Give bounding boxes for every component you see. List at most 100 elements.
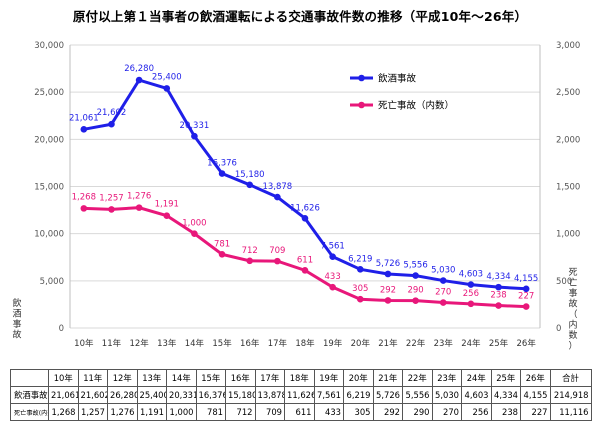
data-point — [191, 230, 198, 237]
x-tick-label: 26年 — [517, 338, 537, 349]
data-label: 227 — [518, 292, 534, 302]
table-header-cell: 15年 — [195, 369, 226, 387]
y-tick-label-right: 1,000 — [556, 230, 580, 240]
x-tick-label: 22年 — [406, 338, 426, 349]
x-tick-label: 14年 — [185, 338, 205, 349]
table-header-cell: 26年 — [520, 369, 551, 387]
table-cell: 256 — [461, 403, 492, 421]
table-cell: 5,030 — [431, 386, 462, 404]
y-tick-label-right: 3,000 — [556, 41, 580, 51]
data-point — [246, 181, 254, 189]
x-tick-label: 12年 — [129, 338, 149, 349]
y-tick-label-left: 10,000 — [34, 230, 64, 240]
data-point — [439, 299, 447, 306]
y-tick-label-left: 20,000 — [34, 135, 64, 145]
data-point — [356, 266, 364, 273]
table-cell: 270 — [431, 403, 462, 421]
data-point — [495, 283, 502, 291]
data-point — [384, 270, 392, 278]
data-label: 16,376 — [207, 159, 237, 169]
x-tick-label: 21年 — [378, 338, 398, 349]
table-cell: 5,556 — [402, 386, 433, 404]
table-cell: 611 — [284, 403, 315, 421]
x-tick-label: 23年 — [434, 338, 454, 349]
table-cell: 21,061 — [48, 386, 79, 404]
y-tick-label-right: 500 — [556, 277, 572, 287]
data-point — [191, 132, 198, 140]
table-cell: 709 — [254, 403, 285, 421]
data-point — [163, 85, 171, 92]
data-point — [80, 205, 88, 212]
table-cell: 4,155 — [520, 386, 551, 404]
data-point — [163, 212, 171, 219]
y-tick-label-right: 2,000 — [556, 135, 580, 145]
x-tick-label: 20年 — [351, 338, 371, 349]
data-point — [467, 300, 475, 308]
data-point — [356, 295, 364, 303]
data-point — [218, 251, 226, 258]
data-label: 4,155 — [514, 274, 538, 284]
data-label: 6,219 — [348, 254, 372, 264]
table-cell: 290 — [402, 403, 433, 421]
table-cell: 712 — [225, 403, 256, 421]
y-tick-label-left: 30,000 — [34, 41, 64, 51]
table-row: 死亡事故(内数)1,2681,2571,2761,1911,0007817127… — [10, 403, 592, 421]
data-label: 709 — [269, 246, 285, 256]
table-cell: 13,878 — [254, 386, 285, 404]
y-tick-label-right: 0 — [556, 324, 561, 334]
x-tick-label: 10年 — [74, 338, 94, 349]
table-cell: 26,280 — [107, 386, 138, 404]
legend-label: 飲酒事故 — [378, 73, 417, 85]
data-label: 4,603 — [459, 270, 483, 280]
table-header-cell: 11年 — [77, 369, 108, 387]
data-label: 292 — [380, 285, 396, 295]
x-tick-label: 15年 — [212, 338, 232, 349]
data-point — [329, 253, 336, 260]
legend-label: 死亡事故（内数） — [378, 100, 454, 112]
data-point — [439, 277, 447, 284]
chart-title: 原付以上第１当事者の飲酒運転による交通事故件数の推移（平成10年～26年） — [72, 9, 528, 24]
table-row: 飲酒事故 21,061 21,602 26,280 25,400 20,331 16,376… — [10, 386, 592, 404]
data-point — [522, 285, 530, 293]
data-point — [384, 297, 392, 304]
data-label: 20,331 — [180, 121, 210, 131]
table-cell: 11,626 — [284, 386, 315, 404]
line-chart: 0 0 5,000 500 10,000 1,000 15,000 1,500 20,000 2,… — [12, 41, 580, 352]
data-label: 15,180 — [235, 170, 265, 180]
data-label: 1,276 — [127, 192, 151, 202]
data-point — [301, 267, 309, 274]
data-table: 10年 11年 12年 13年 14年 15年 16年 17年 18年 19年 20年 21年 22年 2… — [10, 369, 592, 421]
table-cell: 21,602 — [77, 386, 108, 404]
data-point — [246, 257, 254, 265]
data-label: 1,191 — [155, 200, 179, 210]
data-label: 256 — [463, 289, 479, 299]
data-label: 13,878 — [262, 182, 292, 192]
legend-marker — [358, 74, 365, 82]
data-label: 290 — [407, 286, 423, 296]
data-point — [301, 215, 309, 222]
table-header-cell: 24年 — [461, 369, 492, 387]
data-point — [522, 303, 530, 310]
table-cell: 227 — [520, 403, 551, 421]
table-cell: 433 — [313, 403, 344, 421]
x-tick-label: 24年 — [461, 338, 481, 349]
table-cell: 6,219 — [343, 386, 374, 404]
table-cell: 4,334 — [490, 386, 521, 404]
table-header-cell: 23年 — [431, 369, 462, 387]
data-label: 11,626 — [290, 203, 320, 213]
data-label: 611 — [297, 255, 313, 265]
data-point — [135, 76, 143, 84]
x-tick-label: 11年 — [102, 338, 122, 349]
table-header-row: 10年 11年 12年 13年 14年 15年 16年 17年 18年 19年 20年 21年 22年 2… — [10, 369, 592, 387]
table-cell: 292 — [372, 403, 403, 421]
table-cell: 5,726 — [372, 386, 403, 404]
data-label: 1,257 — [99, 193, 123, 203]
data-label: 270 — [435, 288, 451, 298]
data-point — [218, 170, 226, 177]
table-cell: 15,180 — [225, 386, 256, 404]
data-label: 433 — [325, 272, 341, 282]
table-cell: 1,257 — [77, 403, 108, 421]
data-point — [412, 297, 419, 304]
table-cell: 4,603 — [461, 386, 492, 404]
x-tick-label: 13年 — [157, 338, 177, 349]
